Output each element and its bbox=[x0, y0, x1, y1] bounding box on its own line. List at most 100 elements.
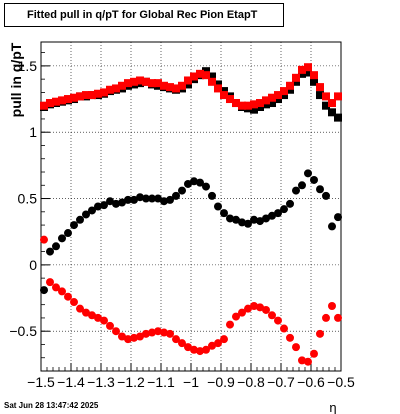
axis-ticks bbox=[40, 52, 342, 371]
circle-marker-series-3 bbox=[316, 329, 324, 338]
square-marker-series-1 bbox=[214, 84, 222, 93]
square-marker-series-1 bbox=[208, 77, 216, 86]
circle-marker-series-3 bbox=[214, 339, 222, 348]
circle-marker-series-2 bbox=[256, 217, 264, 226]
circle-marker-series-3 bbox=[112, 327, 120, 336]
circle-marker-series-2 bbox=[166, 195, 174, 204]
circle-marker-series-3 bbox=[202, 345, 210, 354]
circle-marker-series-3 bbox=[250, 301, 258, 310]
circle-marker-series-2 bbox=[292, 186, 300, 195]
square-marker-series-1 bbox=[142, 77, 150, 86]
square-marker-series-1 bbox=[328, 99, 336, 108]
square-marker-series-0 bbox=[322, 101, 330, 110]
circle-marker-series-3 bbox=[142, 329, 150, 338]
square-marker-series-1 bbox=[244, 101, 252, 110]
circle-marker-series-2 bbox=[52, 242, 60, 251]
circle-marker-series-3 bbox=[58, 287, 66, 296]
square-marker-series-1 bbox=[196, 69, 204, 78]
circle-marker-series-3 bbox=[190, 345, 198, 354]
circle-marker-series-2 bbox=[148, 194, 156, 203]
x-tick-label: −1.3 bbox=[87, 374, 115, 390]
circle-marker-series-2 bbox=[226, 214, 234, 223]
square-marker-series-1 bbox=[130, 77, 138, 86]
y-tick-label: 0 bbox=[29, 257, 37, 273]
x-tick-label: −1.5 bbox=[27, 374, 55, 390]
square-marker-series-1 bbox=[112, 84, 120, 93]
circle-marker-series-3 bbox=[232, 312, 240, 321]
square-marker-series-1 bbox=[232, 99, 240, 108]
circle-marker-series-2 bbox=[58, 234, 66, 243]
circle-marker-series-3 bbox=[238, 308, 246, 317]
square-marker-series-1 bbox=[160, 81, 168, 90]
square-marker-series-1 bbox=[310, 71, 318, 80]
circle-marker-series-2 bbox=[154, 194, 162, 203]
circle-marker-series-2 bbox=[190, 177, 198, 186]
circle-marker-series-2 bbox=[274, 209, 282, 218]
circle-marker-series-3 bbox=[334, 313, 342, 322]
x-axis-label: η bbox=[329, 400, 336, 414]
circle-marker-series-2 bbox=[250, 215, 258, 224]
circle-marker-series-3 bbox=[328, 301, 336, 310]
circle-marker-series-3 bbox=[286, 333, 294, 342]
circle-marker-series-2 bbox=[268, 211, 276, 220]
circle-marker-series-3 bbox=[124, 335, 132, 344]
circle-marker-series-3 bbox=[178, 339, 186, 348]
circle-marker-series-2 bbox=[106, 197, 114, 206]
circle-marker-series-2 bbox=[298, 181, 306, 190]
circle-marker-series-3 bbox=[322, 313, 330, 322]
square-marker-series-1 bbox=[154, 79, 162, 88]
circle-marker-series-2 bbox=[88, 206, 96, 215]
square-marker-series-1 bbox=[184, 76, 192, 85]
circle-marker-series-2 bbox=[82, 210, 90, 219]
circle-marker-series-3 bbox=[268, 311, 276, 320]
square-marker-series-1 bbox=[82, 91, 90, 100]
circle-marker-series-2 bbox=[322, 191, 330, 200]
circle-marker-series-2 bbox=[76, 215, 84, 224]
x-tick-label: −0.9 bbox=[207, 374, 235, 390]
square-marker-series-1 bbox=[262, 96, 270, 105]
square-marker-series-1 bbox=[106, 85, 114, 94]
circle-marker-series-3 bbox=[40, 235, 48, 244]
circle-marker-series-3 bbox=[70, 298, 78, 307]
square-marker-series-1 bbox=[322, 92, 330, 101]
circle-marker-series-2 bbox=[178, 186, 186, 195]
x-tick-label: −1.2 bbox=[117, 374, 145, 390]
circle-marker-series-3 bbox=[46, 278, 54, 287]
square-marker-series-1 bbox=[136, 76, 144, 85]
square-marker-series-1 bbox=[334, 92, 342, 101]
circle-marker-series-3 bbox=[310, 349, 318, 358]
x-tick-label: −1.1 bbox=[147, 374, 175, 390]
square-marker-series-1 bbox=[94, 89, 102, 98]
circle-marker-series-2 bbox=[316, 185, 324, 194]
square-marker-series-1 bbox=[76, 92, 84, 101]
circle-marker-series-3 bbox=[220, 335, 228, 344]
circle-marker-series-2 bbox=[94, 202, 102, 211]
circle-marker-series-2 bbox=[100, 201, 108, 210]
circle-marker-series-2 bbox=[310, 175, 318, 184]
circle-marker-series-3 bbox=[82, 308, 90, 317]
y-tick-label: −0.5 bbox=[9, 323, 37, 339]
circle-marker-series-2 bbox=[262, 214, 270, 223]
chart-title: Fitted pull in q/pT for Global Rec Pion … bbox=[4, 3, 284, 27]
square-marker-series-0 bbox=[328, 108, 336, 117]
square-marker-series-1 bbox=[46, 99, 54, 108]
square-marker-series-1 bbox=[298, 65, 306, 74]
circle-marker-series-3 bbox=[154, 327, 162, 336]
circle-marker-series-2 bbox=[172, 191, 180, 200]
y-axis-label: pull in q/pT bbox=[8, 42, 24, 117]
circle-marker-series-3 bbox=[64, 292, 72, 301]
y-tick-label: 1 bbox=[29, 124, 37, 140]
circle-marker-series-2 bbox=[46, 247, 54, 256]
square-marker-series-1 bbox=[256, 99, 264, 108]
tick-labels: −1.5 −1.4 −1.3 −1.2 −1.1 −1 −0.9 −0.8 −0.7 −0.6 −0… bbox=[9, 58, 355, 390]
circle-marker-series-2 bbox=[244, 219, 252, 228]
square-marker-series-0 bbox=[334, 113, 342, 122]
x-tick-label: −0.7 bbox=[267, 374, 295, 390]
circle-marker-series-3 bbox=[160, 328, 168, 337]
circle-marker-series-2 bbox=[334, 213, 342, 222]
circle-marker-series-3 bbox=[274, 316, 282, 325]
circle-marker-series-2 bbox=[64, 229, 72, 238]
square-marker-series-0 bbox=[316, 91, 324, 100]
square-marker-series-0 bbox=[310, 77, 318, 86]
